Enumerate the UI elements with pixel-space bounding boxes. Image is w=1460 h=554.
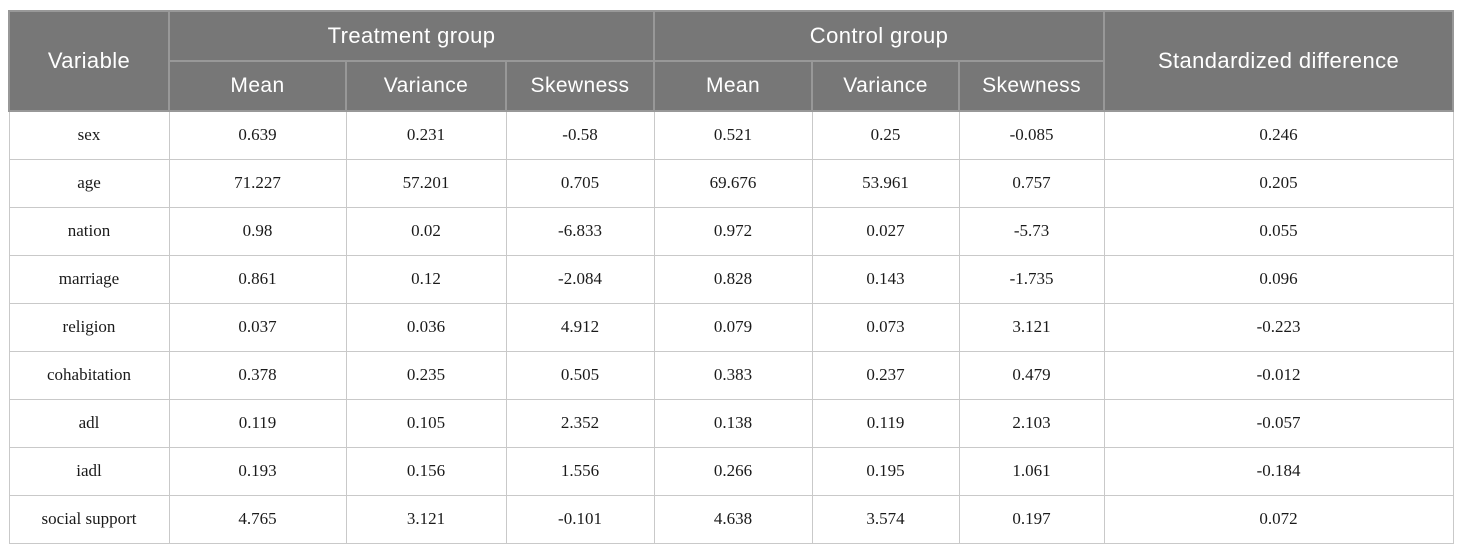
value-cell: 0.237 — [811, 350, 960, 400]
value-cell: 4.765 — [168, 494, 347, 544]
value-cell: 0.072 — [1103, 494, 1454, 544]
value-cell: 0.25 — [811, 110, 960, 160]
value-cell: 2.352 — [505, 398, 655, 448]
column-subheader-treatment-variance: Variance — [345, 60, 507, 112]
column-header-control-group: Control group — [653, 10, 1106, 62]
value-cell: 0.205 — [1103, 158, 1454, 208]
value-cell: 0.757 — [958, 158, 1105, 208]
table-row: iadl 0.193 0.156 1.556 0.266 0.195 1.061 -0.184 — [8, 446, 1454, 496]
value-cell: 0.235 — [345, 350, 507, 400]
value-cell: 0.383 — [653, 350, 813, 400]
value-cell: 0.105 — [345, 398, 507, 448]
value-cell: 3.574 — [811, 494, 960, 544]
value-cell: 57.201 — [345, 158, 507, 208]
column-header-treatment-group: Treatment group — [167, 10, 656, 62]
value-cell: 0.98 — [168, 206, 347, 256]
value-cell: 0.246 — [1103, 110, 1454, 160]
value-cell: -0.012 — [1103, 350, 1454, 400]
value-cell: 0.479 — [958, 350, 1105, 400]
covariate-balance-table: Variable Treatment group Control group S… — [8, 10, 1455, 544]
variable-cell: social support — [8, 494, 170, 544]
value-cell: 0.138 — [653, 398, 813, 448]
variable-cell: cohabitation — [8, 350, 170, 400]
value-cell: 0.521 — [653, 110, 813, 160]
column-header-standardized-difference: Standardized difference — [1103, 10, 1455, 112]
value-cell: -0.184 — [1103, 446, 1454, 496]
variable-cell: sex — [8, 110, 170, 160]
value-cell: 0.828 — [653, 254, 813, 304]
value-cell: 0.195 — [811, 446, 960, 496]
value-cell: 0.096 — [1103, 254, 1454, 304]
value-cell: 0.639 — [168, 110, 347, 160]
table-row: cohabitation 0.378 0.235 0.505 0.383 0.237 0.4… — [8, 350, 1454, 400]
value-cell: 0.055 — [1103, 206, 1454, 256]
value-cell: -0.057 — [1103, 398, 1454, 448]
value-cell: 4.912 — [505, 302, 655, 352]
column-subheader-treatment-mean: Mean — [168, 60, 347, 112]
value-cell: 0.231 — [345, 110, 507, 160]
variable-cell: nation — [8, 206, 170, 256]
value-cell: 0.143 — [811, 254, 960, 304]
column-subheader-control-mean: Mean — [653, 60, 814, 112]
value-cell: 0.193 — [168, 446, 347, 496]
header-row-groups: Variable Treatment group Control group S… — [8, 10, 1455, 112]
value-cell: 0.197 — [958, 494, 1105, 544]
value-cell: -0.223 — [1103, 302, 1454, 352]
value-cell: 0.027 — [811, 206, 960, 256]
value-cell: 0.156 — [345, 446, 507, 496]
value-cell: 53.961 — [811, 158, 960, 208]
value-cell: 0.266 — [653, 446, 813, 496]
column-subheader-control-variance: Variance — [811, 60, 961, 112]
value-cell: 3.121 — [958, 302, 1105, 352]
value-cell: -0.58 — [505, 110, 655, 160]
column-subheader-control-skewness: Skewness — [958, 60, 1106, 112]
variable-cell: religion — [8, 302, 170, 352]
value-cell: 0.119 — [811, 398, 960, 448]
value-cell: -0.085 — [958, 110, 1105, 160]
value-cell: 0.073 — [811, 302, 960, 352]
table-row: sex 0.639 0.231 -0.58 0.521 0.25 -0.085 0.246 — [8, 110, 1454, 160]
value-cell: 0.12 — [345, 254, 507, 304]
value-cell: 3.121 — [345, 494, 507, 544]
value-cell: 2.103 — [958, 398, 1105, 448]
table-row: age 71.227 57.201 0.705 69.676 53.961 0.757 0.2… — [8, 158, 1454, 208]
value-cell: 0.02 — [345, 206, 507, 256]
value-cell: 0.119 — [168, 398, 347, 448]
variable-cell: age — [8, 158, 170, 208]
table-row: marriage 0.861 0.12 -2.084 0.828 0.143 -1.735 0… — [8, 254, 1454, 304]
table-row: adl 0.119 0.105 2.352 0.138 0.119 2.103 -0.057 — [8, 398, 1454, 448]
value-cell: -6.833 — [505, 206, 655, 256]
value-cell: 0.972 — [653, 206, 813, 256]
value-cell: -2.084 — [505, 254, 655, 304]
header-row-statistics: Mean Variance Skewness Mean Variance Ske… — [9, 60, 1453, 112]
variable-cell: adl — [8, 398, 170, 448]
value-cell: 0.037 — [168, 302, 347, 352]
value-cell: 0.705 — [505, 158, 655, 208]
value-cell: -0.101 — [505, 494, 655, 544]
table-row: social support 4.765 3.121 -0.101 4.638 3.574… — [8, 494, 1454, 544]
table-row: religion 0.037 0.036 4.912 0.079 0.073 3.121 -0… — [8, 302, 1454, 352]
value-cell: 69.676 — [653, 158, 813, 208]
table-row: nation 0.98 0.02 -6.833 0.972 0.027 -5.73 0.055 — [8, 206, 1454, 256]
value-cell: 1.556 — [505, 446, 655, 496]
value-cell: 4.638 — [653, 494, 813, 544]
column-header-variable: Variable — [8, 10, 170, 112]
table-header: Variable Treatment group Control group S… — [8, 10, 1455, 112]
value-cell: 0.079 — [653, 302, 813, 352]
value-cell: 71.227 — [168, 158, 347, 208]
value-cell: -5.73 — [958, 206, 1105, 256]
value-cell: -1.735 — [958, 254, 1105, 304]
table-body: sex 0.639 0.231 -0.58 0.521 0.25 -0.085 0.246 ag… — [8, 110, 1454, 544]
column-subheader-treatment-skewness: Skewness — [504, 60, 656, 112]
value-cell: 0.036 — [345, 302, 507, 352]
variable-cell: iadl — [8, 446, 170, 496]
value-cell: 0.378 — [168, 350, 347, 400]
variable-cell: marriage — [8, 254, 170, 304]
value-cell: 0.505 — [505, 350, 655, 400]
value-cell: 0.861 — [168, 254, 347, 304]
value-cell: 1.061 — [958, 446, 1105, 496]
